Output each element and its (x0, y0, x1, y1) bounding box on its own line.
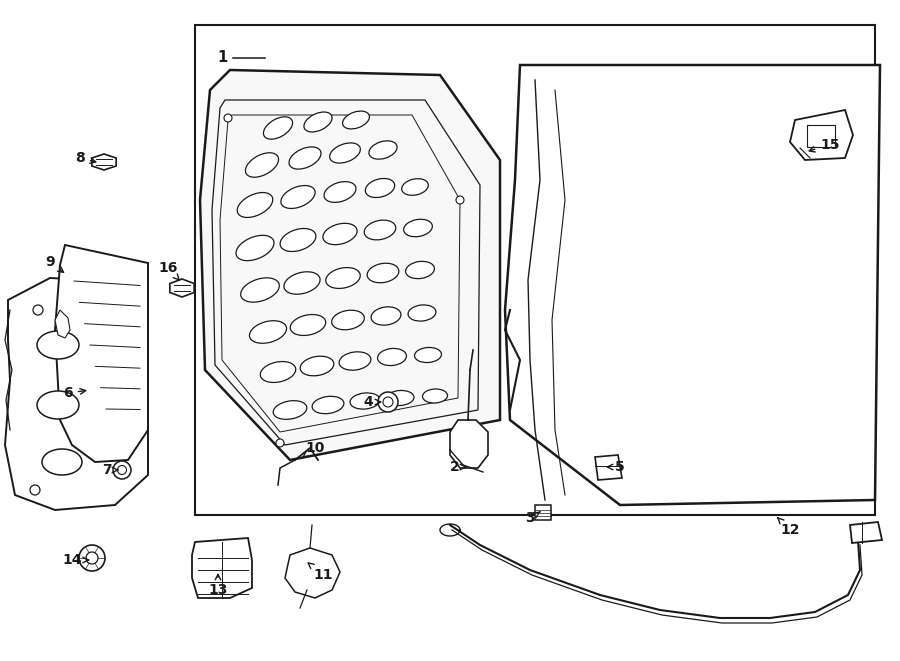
Text: 14: 14 (62, 553, 88, 567)
Ellipse shape (369, 141, 397, 159)
Text: 7: 7 (103, 463, 118, 477)
Ellipse shape (281, 186, 315, 208)
Circle shape (33, 305, 43, 315)
Text: 5: 5 (608, 460, 625, 474)
Text: 16: 16 (158, 261, 179, 280)
Circle shape (378, 392, 398, 412)
Ellipse shape (280, 229, 316, 251)
Ellipse shape (284, 272, 320, 294)
Circle shape (118, 465, 127, 475)
Text: 15: 15 (809, 138, 840, 152)
Ellipse shape (236, 235, 274, 260)
Ellipse shape (264, 117, 292, 139)
Polygon shape (200, 70, 500, 460)
Polygon shape (170, 279, 194, 297)
Ellipse shape (350, 393, 380, 409)
Ellipse shape (240, 278, 279, 302)
Ellipse shape (408, 305, 436, 321)
Text: 9: 9 (45, 255, 64, 272)
Ellipse shape (403, 219, 432, 237)
Ellipse shape (406, 261, 435, 279)
Ellipse shape (422, 389, 447, 403)
Ellipse shape (274, 401, 307, 419)
Circle shape (30, 485, 40, 495)
Ellipse shape (37, 331, 79, 359)
Ellipse shape (339, 352, 371, 370)
Polygon shape (192, 538, 252, 598)
Ellipse shape (42, 449, 82, 475)
Text: 2: 2 (450, 460, 466, 474)
Ellipse shape (415, 348, 442, 362)
Ellipse shape (238, 192, 273, 217)
Polygon shape (92, 154, 116, 170)
Ellipse shape (364, 220, 396, 240)
Polygon shape (5, 278, 148, 510)
Ellipse shape (323, 223, 357, 245)
Ellipse shape (332, 310, 365, 330)
Text: 3: 3 (526, 511, 540, 525)
Polygon shape (850, 522, 882, 543)
Ellipse shape (326, 268, 360, 288)
Circle shape (383, 397, 393, 407)
Polygon shape (55, 310, 70, 338)
Ellipse shape (246, 153, 279, 177)
Ellipse shape (304, 112, 332, 132)
Ellipse shape (291, 315, 326, 336)
Circle shape (86, 552, 98, 564)
Text: 12: 12 (778, 518, 800, 537)
Text: 6: 6 (63, 386, 86, 400)
Polygon shape (285, 548, 340, 598)
Text: 4: 4 (363, 395, 381, 409)
Circle shape (456, 196, 464, 204)
Ellipse shape (343, 111, 369, 129)
Circle shape (113, 461, 131, 479)
Polygon shape (505, 65, 880, 505)
Polygon shape (595, 455, 622, 480)
Bar (807, 125, 835, 147)
Ellipse shape (249, 321, 286, 343)
Ellipse shape (329, 143, 360, 163)
Ellipse shape (260, 362, 296, 383)
Ellipse shape (289, 147, 321, 169)
Ellipse shape (378, 348, 407, 366)
Text: 13: 13 (208, 574, 228, 597)
Ellipse shape (371, 307, 400, 325)
Ellipse shape (37, 391, 79, 419)
Ellipse shape (401, 178, 428, 195)
Ellipse shape (324, 182, 356, 202)
Ellipse shape (301, 356, 334, 376)
Ellipse shape (386, 391, 414, 406)
Polygon shape (450, 420, 488, 468)
Polygon shape (535, 505, 551, 520)
Polygon shape (55, 245, 148, 462)
Circle shape (276, 439, 284, 447)
Circle shape (79, 545, 105, 571)
Ellipse shape (312, 397, 344, 414)
Ellipse shape (367, 263, 399, 283)
Ellipse shape (365, 178, 395, 198)
Bar (195, 25, 875, 515)
Text: 10: 10 (302, 441, 325, 457)
Text: 8: 8 (75, 151, 95, 165)
Text: 1: 1 (218, 50, 228, 65)
Circle shape (224, 114, 232, 122)
Polygon shape (790, 110, 853, 160)
Text: 11: 11 (308, 563, 333, 582)
